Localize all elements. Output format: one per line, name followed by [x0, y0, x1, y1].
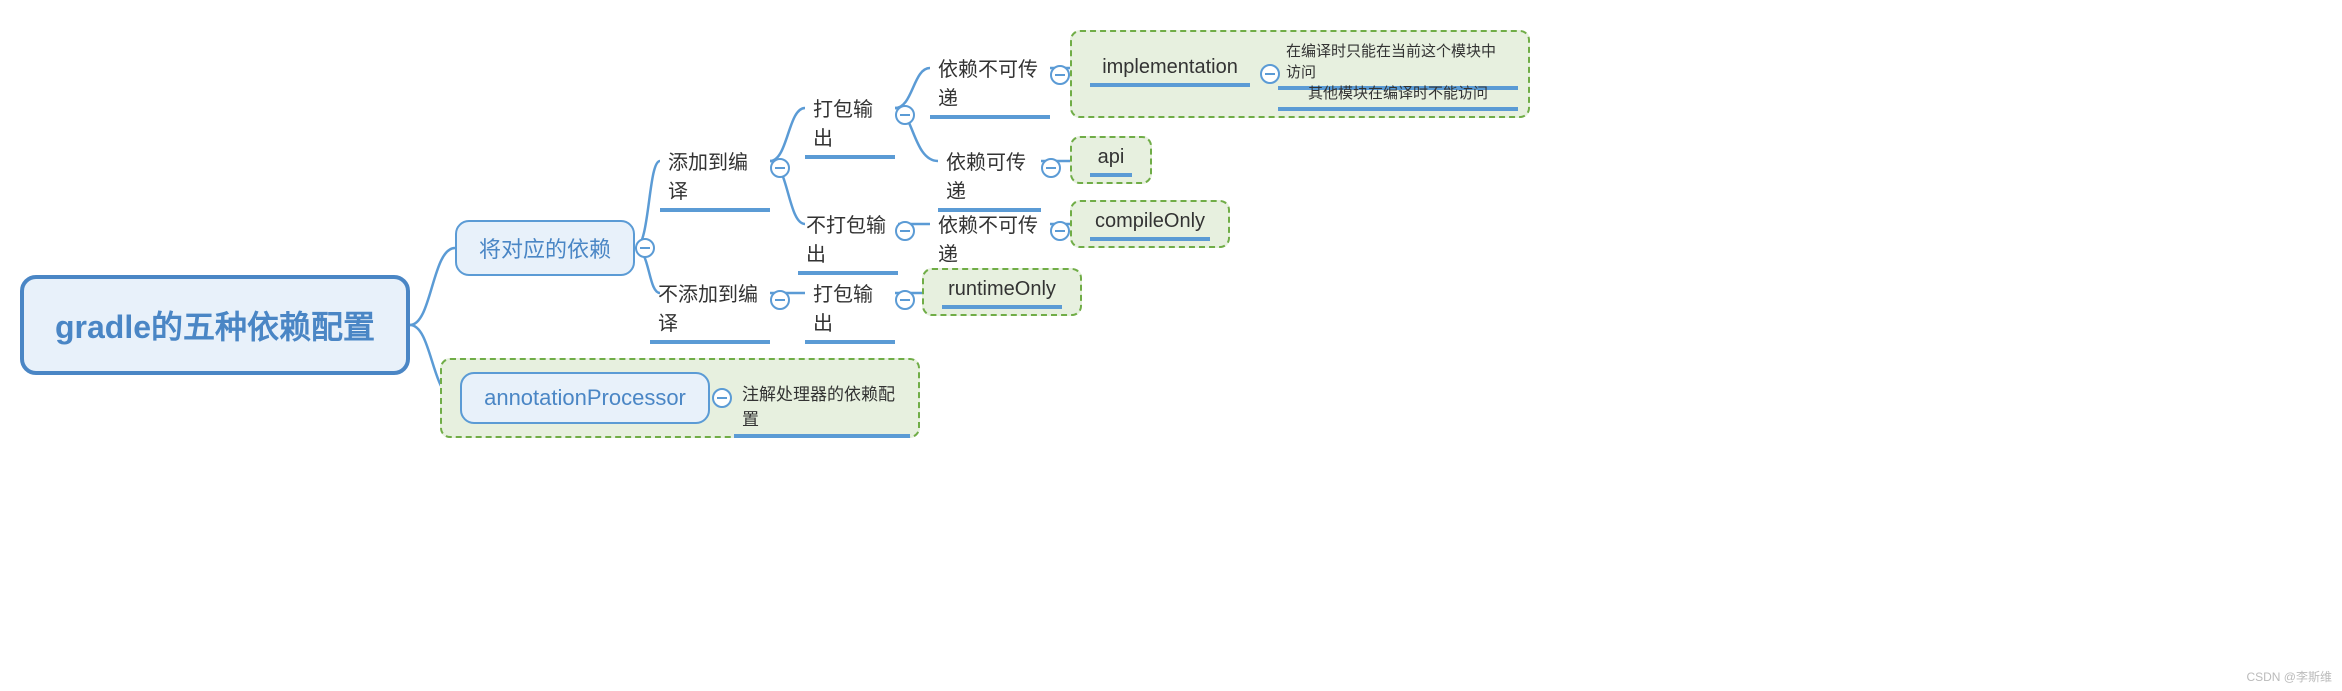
root-node[interactable]: gradle的五种依赖配置 — [20, 275, 410, 375]
node-runtime-only[interactable]: runtimeOnly — [942, 278, 1062, 309]
collapse-icon[interactable] — [770, 158, 790, 178]
node-annotation-processor[interactable]: annotationProcessor — [460, 372, 710, 424]
collapse-icon[interactable] — [635, 238, 655, 258]
node-not-add-compile[interactable]: 不添加到编译 — [650, 278, 770, 344]
node-dep-no-pass-1[interactable]: 依赖不可传递 — [930, 53, 1050, 119]
collapse-icon[interactable] — [1050, 221, 1070, 241]
node-dependency[interactable]: 将对应的依赖 — [455, 220, 635, 276]
collapse-icon[interactable] — [1041, 158, 1061, 178]
leaf-impl-2[interactable]: 其他模块在编译时不能访问 — [1278, 82, 1518, 111]
node-api[interactable]: api — [1090, 146, 1132, 177]
collapse-icon[interactable] — [895, 105, 915, 125]
node-add-to-compile[interactable]: 添加到编译 — [660, 146, 770, 212]
collapse-icon[interactable] — [770, 290, 790, 310]
node-compile-only[interactable]: compileOnly — [1090, 210, 1210, 241]
node-implementation[interactable]: implementation — [1090, 56, 1250, 87]
collapse-icon[interactable] — [895, 290, 915, 310]
node-pack-output-2[interactable]: 打包输出 — [805, 278, 895, 344]
collapse-icon[interactable] — [895, 221, 915, 241]
node-dep-pass[interactable]: 依赖可传递 — [938, 146, 1041, 212]
collapse-icon[interactable] — [1050, 65, 1070, 85]
watermark: CSDN @李斯维 — [2246, 668, 2332, 685]
node-not-pack-output[interactable]: 不打包输出 — [798, 209, 898, 275]
node-pack-output-1[interactable]: 打包输出 — [805, 93, 895, 159]
collapse-icon[interactable] — [712, 388, 732, 408]
node-dep-no-pass-2[interactable]: 依赖不可传递 — [930, 209, 1050, 275]
collapse-icon[interactable] — [1260, 64, 1280, 84]
leaf-annotation-desc[interactable]: 注解处理器的依赖配置 — [734, 380, 910, 438]
